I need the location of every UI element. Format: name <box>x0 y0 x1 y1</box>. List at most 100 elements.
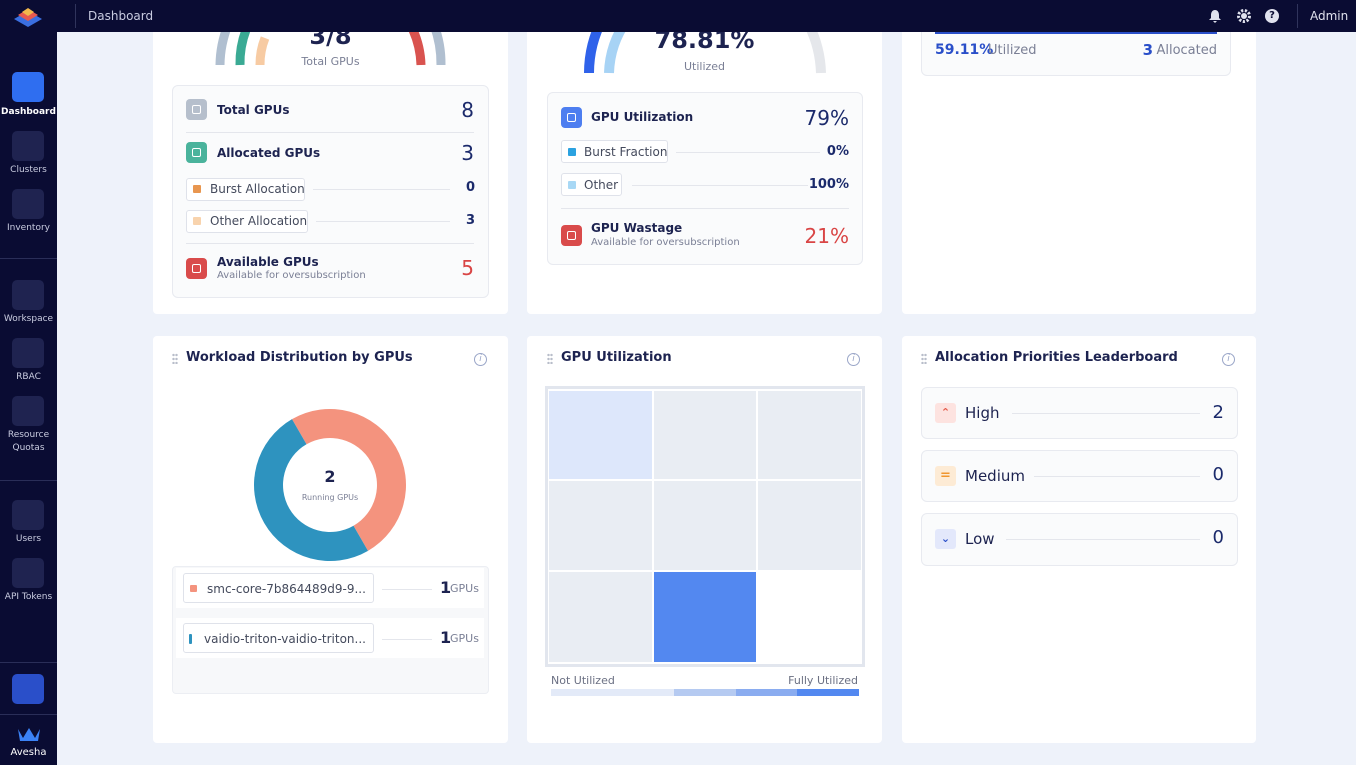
scale-step <box>674 689 736 696</box>
scale-step <box>736 689 797 696</box>
legend-swatch <box>190 585 197 592</box>
breadcrumb: Dashboard <box>88 9 154 23</box>
heatmap-cell <box>654 572 756 662</box>
info-icon[interactable]: i <box>474 353 487 366</box>
sub-label: Burst Allocation <box>210 182 305 196</box>
nav-icon[interactable] <box>12 72 44 102</box>
utilization-box <box>547 92 863 265</box>
donut-segment <box>292 409 406 551</box>
nav-label[interactable]: Users <box>15 534 42 544</box>
row-value: 8 <box>461 98 474 122</box>
legend-pill <box>183 623 374 653</box>
pill <box>561 173 622 196</box>
utilized-label: Utilized <box>988 43 1037 58</box>
utilized-value: 59.11% <box>935 42 994 58</box>
heatmap-cell <box>654 481 756 570</box>
nav-icon[interactable] <box>12 500 44 530</box>
legend-swatch <box>189 634 192 644</box>
key-button[interactable] <box>12 674 44 704</box>
priority-value: 2 <box>1212 402 1224 423</box>
priority-label: High <box>965 404 1000 422</box>
swatch <box>193 217 201 225</box>
sub-value: 100% <box>808 177 849 192</box>
info-icon[interactable]: i <box>1222 353 1235 366</box>
card-title: Allocation Priorities Leaderboard <box>935 350 1178 365</box>
leader-line <box>1006 539 1200 540</box>
allocation-bar <box>935 31 1217 34</box>
card-title: GPU Utilization <box>561 350 672 365</box>
drag-handle[interactable] <box>547 353 553 364</box>
sidebar: Dashboard Clusters Inventory Workspace R… <box>0 32 57 765</box>
gauge-arc <box>255 36 270 66</box>
donut-segment <box>254 419 368 561</box>
priority-value: 0 <box>1212 527 1224 548</box>
scale-high-label: Fully Utilized <box>788 674 858 687</box>
nav-icon[interactable] <box>12 280 44 310</box>
nav-icon[interactable] <box>12 558 44 588</box>
nav-label[interactable]: API Tokens <box>4 592 53 602</box>
heatmap-cell <box>654 391 756 479</box>
info-icon[interactable]: i <box>847 353 860 366</box>
donut-total: 2 <box>324 467 336 486</box>
divider <box>0 662 57 663</box>
legend-pill <box>183 573 374 603</box>
user-menu[interactable]: Admin <box>1310 9 1349 23</box>
nav-label[interactable]: Clusters <box>10 165 47 175</box>
row-sublabel: Available for oversubscription <box>217 270 366 281</box>
pill <box>186 210 308 233</box>
brand-logo <box>18 728 40 741</box>
heatmap-cell <box>549 572 652 662</box>
priority-label: Low <box>965 530 995 548</box>
priority-value: 0 <box>1212 464 1224 485</box>
nav-label[interactable]: Workspace <box>3 314 54 324</box>
drag-handle[interactable] <box>921 353 927 364</box>
priority-icon: ⌃ <box>935 403 956 423</box>
heatmap-cell <box>758 391 861 479</box>
nav-icon[interactable] <box>12 189 44 219</box>
scale-low-label: Not Utilized <box>551 674 615 687</box>
divider <box>0 714 57 715</box>
gauge-label: Utilized <box>683 60 726 73</box>
sub-label: Other Allocation <box>210 214 308 228</box>
nav-label[interactable]: Resource Quotas <box>7 430 50 453</box>
drag-handle[interactable] <box>172 353 178 364</box>
swatch <box>193 185 201 193</box>
brand-name: Avesha <box>10 747 47 758</box>
icon <box>186 258 207 279</box>
row-label: Allocated GPUs <box>217 146 321 160</box>
top-bar: Dashboard ? Admin <box>0 0 1356 32</box>
priority-label: Medium <box>965 467 1025 485</box>
row-value: 5 <box>461 256 474 280</box>
nav-label[interactable]: Dashboard <box>1 107 56 117</box>
swatch <box>568 181 576 189</box>
settings-icon[interactable] <box>1237 9 1251 23</box>
nav-label[interactable]: Inventory <box>7 223 50 233</box>
donut-chart <box>254 409 406 561</box>
swatch <box>568 148 576 156</box>
sub-value: 0 <box>465 180 475 195</box>
separator <box>186 132 474 133</box>
icon <box>561 107 582 128</box>
help-icon[interactable]: ? <box>1265 9 1279 23</box>
legend-value: 1 <box>440 628 452 647</box>
row-label: GPU Utilization <box>591 110 694 124</box>
sub-value: 0% <box>826 144 849 159</box>
leader-line <box>313 189 450 190</box>
nav-icon[interactable] <box>12 338 44 368</box>
legend-unit: GPUs <box>450 632 479 645</box>
leader-line <box>676 152 820 153</box>
heatmap-cell <box>758 572 861 662</box>
nav-icon[interactable] <box>12 131 44 161</box>
pill <box>186 178 305 201</box>
sub-label: Burst Fraction <box>584 145 668 159</box>
allocated-label: Allocated <box>1156 43 1217 58</box>
divider <box>0 258 57 259</box>
nav-icon[interactable] <box>12 396 44 426</box>
sub-label: Other <box>584 178 619 192</box>
nav-label[interactable]: RBAC <box>16 372 41 382</box>
row-value: 21% <box>804 224 849 248</box>
bell-icon[interactable] <box>1208 9 1222 23</box>
gauge-label: Total GPUs <box>301 55 360 68</box>
heatmap-cell <box>549 481 652 570</box>
scale-step <box>797 689 859 696</box>
